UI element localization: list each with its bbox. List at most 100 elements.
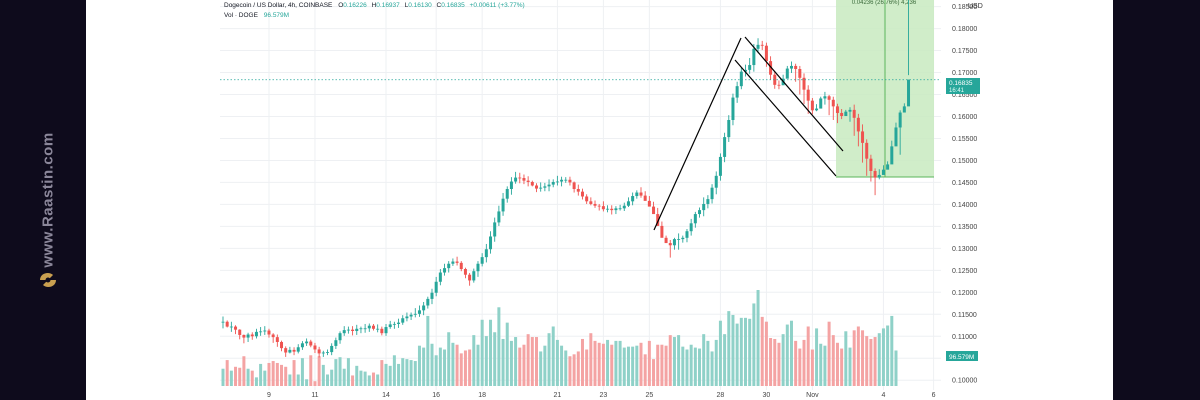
candle-body <box>275 337 279 342</box>
volume-bar <box>580 338 584 386</box>
volume-tag: 96.579M <box>946 351 978 361</box>
volume-bar <box>589 333 593 386</box>
volume-bar <box>710 351 714 386</box>
open-value: 0.16226 <box>343 2 367 9</box>
candle-body <box>823 96 827 99</box>
volume-bar <box>785 324 789 386</box>
last-price-tag: 0.16835 16:41 <box>946 78 980 94</box>
volume-bar <box>840 348 844 386</box>
volume-bar <box>380 360 384 386</box>
volume-bar <box>484 336 488 386</box>
candle-body <box>284 348 288 353</box>
candle-body <box>342 330 346 334</box>
candle-body <box>338 333 342 341</box>
candle-body <box>267 330 271 335</box>
price-tick-label: 0.16500 <box>952 92 977 99</box>
volume-bar <box>689 344 693 386</box>
last-price-value: 0.16835 <box>949 80 973 87</box>
candle-body <box>856 117 860 132</box>
volume-bar <box>238 367 242 386</box>
candles <box>221 0 911 358</box>
change-value: +0.00611 (+3.77%) <box>470 2 525 9</box>
candle-body <box>493 222 497 237</box>
candle-body <box>334 340 338 346</box>
candle-body <box>735 86 739 98</box>
candle-body <box>346 329 350 331</box>
candle-body <box>831 99 835 107</box>
candle-body <box>610 208 614 211</box>
volume-bar <box>706 340 710 386</box>
candle-body <box>359 328 363 330</box>
candle-body <box>664 237 668 244</box>
volume-bar <box>246 368 250 386</box>
candle-body <box>539 187 543 189</box>
candle-body <box>881 169 885 175</box>
volume-bar <box>890 315 894 386</box>
volume-bar <box>773 338 777 386</box>
candle-body <box>397 322 401 324</box>
volume-bar <box>572 354 576 386</box>
volume-bar <box>292 360 296 386</box>
flag-lower-trendline[interactable] <box>734 59 837 177</box>
candle-body <box>643 195 647 201</box>
rally-trendline[interactable] <box>653 37 742 231</box>
volume-bar <box>543 345 547 386</box>
volume-bar <box>388 365 392 386</box>
candle-body <box>505 189 509 199</box>
volume-bar <box>263 370 267 386</box>
chart-panel[interactable]: 0.04236 (26.76%) 4,236 0.18500 0.18000 0.1… <box>86 0 1113 400</box>
volume-bar <box>764 321 768 386</box>
volume-bar <box>802 339 806 386</box>
volume-bar <box>739 317 743 386</box>
high-label: H <box>372 2 377 9</box>
candle-body <box>422 305 426 311</box>
volume-bar <box>455 344 459 386</box>
candlestick-chart[interactable]: 0.04236 (26.76%) 4,236 0.18500 0.18000 0.1… <box>86 0 1113 400</box>
volume-bar <box>643 354 647 386</box>
volume-bar <box>869 338 873 386</box>
candle-body <box>618 208 622 210</box>
volume-bar <box>856 326 860 386</box>
candle-body <box>810 100 814 111</box>
volume-bar <box>254 377 258 386</box>
volume-bar <box>681 346 685 386</box>
candle-body <box>777 84 781 86</box>
volume-bar <box>526 334 530 386</box>
candle-body <box>472 271 476 281</box>
candle-body <box>789 65 793 69</box>
volume-bar <box>271 361 275 386</box>
candle-body <box>718 156 722 176</box>
volume-bar <box>305 379 309 386</box>
candle-body <box>614 208 618 211</box>
candle-body <box>752 48 756 66</box>
candle-body <box>447 263 451 269</box>
volume-bar <box>831 335 835 386</box>
time-tick-label: Nov <box>806 392 819 399</box>
volume-bar <box>731 314 735 386</box>
volume-bar <box>714 339 718 386</box>
candle-body <box>886 164 890 170</box>
time-tick-label: 16 <box>432 392 440 399</box>
candle-body <box>371 325 375 329</box>
volume-bar <box>275 362 279 386</box>
volume-bar <box>635 345 639 386</box>
price-axis-panel[interactable] <box>941 0 1113 400</box>
time-tick-label: 21 <box>554 392 562 399</box>
volume-bar <box>606 339 610 386</box>
flag-upper-trendline[interactable] <box>744 36 844 152</box>
candle-body <box>894 127 898 147</box>
candle-body <box>806 89 810 101</box>
candle-body <box>530 181 534 186</box>
candle-body <box>576 189 580 192</box>
candle-body <box>246 334 250 338</box>
candle-body <box>798 69 802 78</box>
trendlines[interactable] <box>653 36 844 231</box>
symbol-title: Dogecoin / US Dollar, 4h, COINBASE <box>224 2 333 9</box>
candle-body <box>580 191 584 197</box>
price-tick-label: 0.11500 <box>952 312 977 319</box>
volume-bar <box>576 351 580 386</box>
candle-body <box>869 158 873 171</box>
candle-body <box>802 77 806 90</box>
volume-bar <box>472 335 476 386</box>
candle-body <box>309 341 313 346</box>
